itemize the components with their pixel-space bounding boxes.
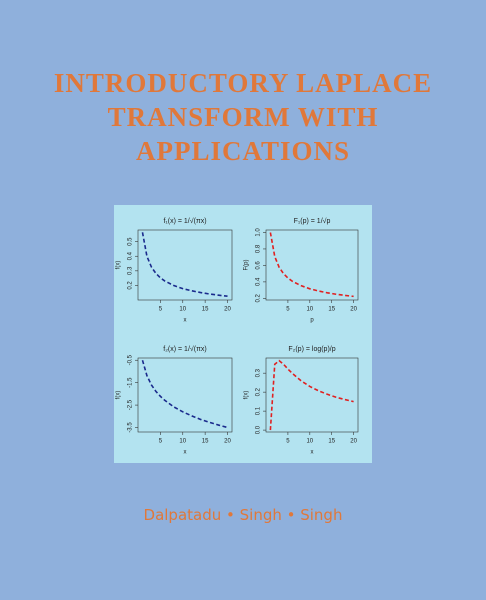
plot-title: F₁(p) = 1/√p — [294, 217, 331, 225]
plot-frame — [137, 357, 233, 433]
y-tick-label: 0.2 — [128, 281, 134, 290]
plot-frame — [265, 229, 359, 301]
y-tick-label: -3.5 — [128, 422, 134, 433]
y-tick-label: 0.6 — [256, 261, 262, 270]
x-tick-label: 20 — [224, 439, 231, 445]
y-tick-label: 0.4 — [128, 251, 134, 260]
y-axis-label: F(p) — [244, 260, 250, 271]
x-tick-label: 10 — [306, 439, 313, 445]
plot-frame — [137, 229, 233, 301]
y-tick-label: 1.0 — [256, 228, 262, 237]
y-tick-label: 0.4 — [256, 277, 262, 286]
authors: Dalpatadu • Singh • Singh — [143, 506, 343, 524]
plot-frame — [265, 357, 359, 433]
y-axis-label: f(x) — [116, 261, 122, 270]
title-line: APPLICATIONS — [135, 136, 351, 166]
curve — [141, 360, 228, 429]
x-axis-label: x — [184, 318, 187, 324]
y-tick-label: -1.5 — [128, 377, 134, 388]
x-tick-label: 20 — [224, 307, 231, 313]
y-tick-label: -0.5 — [128, 354, 134, 365]
x-tick-label: 15 — [202, 307, 209, 313]
x-tick-label: 5 — [159, 439, 163, 445]
curve — [141, 232, 228, 298]
x-tick-label: 20 — [350, 439, 357, 445]
y-tick-label: 0.1 — [256, 406, 262, 415]
plot-panel — [114, 205, 372, 463]
x-tick-label: 15 — [328, 439, 335, 445]
x-tick-label: 20 — [350, 307, 357, 313]
x-tick-label: 5 — [286, 439, 290, 445]
y-tick-label: 0.0 — [256, 425, 262, 434]
plot-title: F₂(p) = log(p)/p — [288, 346, 335, 353]
title-line: INTRODUCTORY LAPLACE — [53, 68, 433, 98]
y-tick-label: 0.3 — [256, 368, 262, 377]
x-tick-label: 10 — [306, 307, 313, 313]
x-axis-label: x — [311, 450, 314, 456]
plot-title: f₂(x) = 1/√(πx) — [163, 345, 206, 353]
x-tick-label: 15 — [202, 439, 209, 445]
y-tick-label: -2.5 — [128, 399, 134, 410]
x-tick-label: 10 — [179, 439, 186, 445]
y-tick-label: 0.8 — [256, 244, 262, 253]
curve — [269, 359, 354, 431]
x-tick-label: 10 — [179, 307, 186, 313]
curve — [269, 232, 354, 298]
book-title: INTRODUCTORY LAPLACE TRANSFORM WITH APPL… — [0, 66, 486, 168]
y-tick-label: 0.2 — [256, 387, 262, 396]
x-tick-label: 5 — [159, 307, 163, 313]
x-tick-label: 15 — [328, 307, 335, 313]
y-tick-label: 0.5 — [128, 237, 134, 246]
y-tick-label: 0.2 — [256, 294, 262, 303]
y-tick-label: 0.3 — [128, 266, 134, 275]
title-line: TRANSFORM WITH — [107, 102, 379, 132]
x-axis-label: x — [184, 450, 187, 456]
x-tick-label: 5 — [286, 307, 290, 313]
x-axis-label: p — [310, 318, 314, 324]
y-axis-label: f(x) — [116, 391, 122, 400]
y-axis-label: f(x) — [244, 391, 250, 400]
plot-title: f₁(x) = 1/√(πx) — [163, 217, 206, 225]
